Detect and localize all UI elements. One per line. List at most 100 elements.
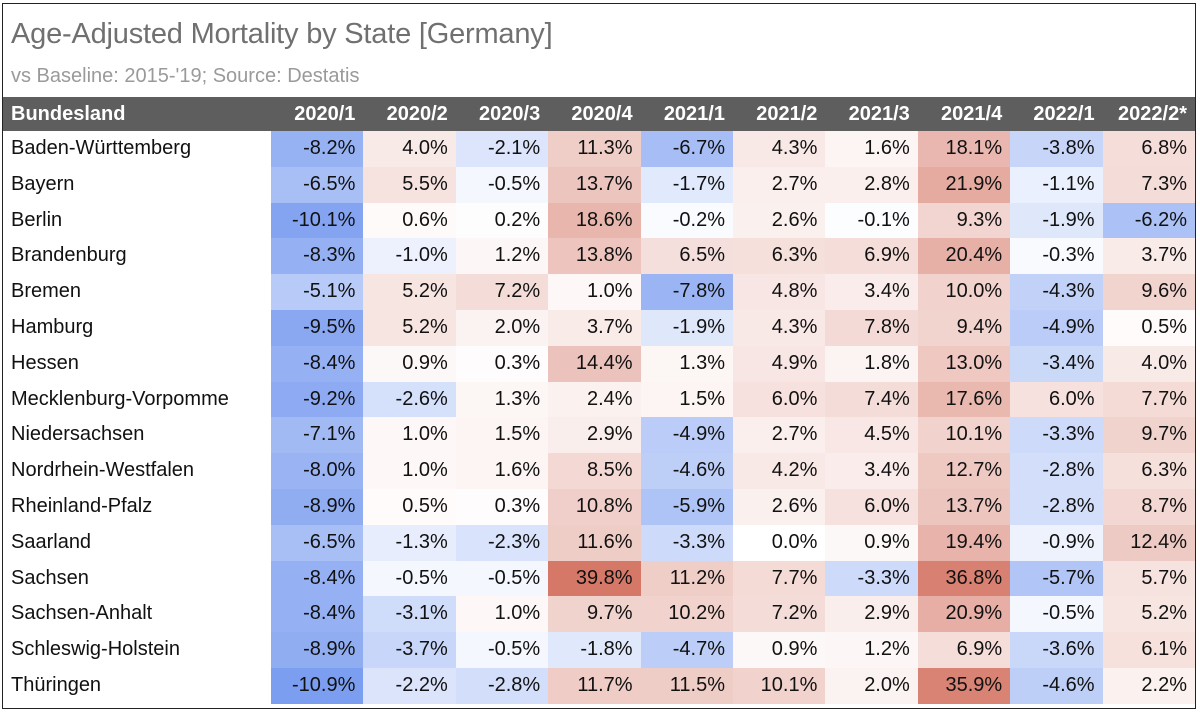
heatmap-cell: 5.5% — [363, 166, 456, 203]
heatmap-cell: 6.5% — [640, 238, 733, 275]
heatmap-cell: 11.6% — [548, 524, 641, 561]
heatmap-cell: 0.3% — [455, 345, 549, 382]
heatmap-cell: -3.3% — [1010, 417, 1103, 454]
heatmap-cell: 2.0% — [825, 668, 918, 704]
heatmap-cell: -4.6% — [1010, 668, 1103, 704]
heatmap-cell: 9.4% — [917, 310, 1011, 346]
heatmap-cell: -10.9% — [271, 668, 364, 704]
header-2020-1: 2020/1 — [294, 103, 356, 125]
heatmap-cell: 3.4% — [825, 453, 918, 489]
header-2022-1: 2022/1 — [1033, 103, 1095, 125]
heatmap-cell: 20.9% — [917, 596, 1011, 633]
heatmap-cell: 6.9% — [825, 238, 918, 275]
heatmap-cell: 2.9% — [825, 596, 918, 633]
heatmap-cell: 2.6% — [733, 202, 826, 239]
heatmap-cell: -9.5% — [271, 310, 364, 346]
heatmap-cell: 20.4% — [917, 238, 1011, 275]
heatmap-cell: 1.5% — [640, 381, 733, 418]
header-2020-3: 2020/3 — [479, 103, 541, 125]
heatmap-cell: -6.5% — [271, 524, 364, 561]
row-label: Niedersachsen — [3, 417, 271, 454]
heatmap-cell: -6.7% — [640, 131, 733, 167]
heatmap-cell: -1.1% — [1010, 166, 1103, 203]
heatmap-cell: 18.6% — [548, 202, 641, 239]
heatmap-cell: 8.5% — [548, 453, 641, 489]
heatmap-cell: 9.6% — [1102, 274, 1195, 310]
heatmap-cell: 6.0% — [733, 381, 826, 418]
heatmap-cell: 3.7% — [1102, 238, 1195, 275]
heatmap-cell: -7.8% — [640, 274, 733, 310]
row-label: Hessen — [3, 345, 271, 382]
heatmap-cell: 36.8% — [917, 560, 1011, 597]
heatmap-cell: -1.0% — [363, 238, 456, 275]
heatmap-cell: 1.3% — [455, 381, 549, 418]
header-2021-4: 2021/4 — [941, 103, 1003, 125]
heatmap-cell: -3.7% — [363, 632, 456, 668]
row-label: Saarland — [3, 524, 271, 561]
heatmap-cell: -4.9% — [640, 417, 733, 454]
heatmap-cell: 1.0% — [363, 417, 456, 454]
heatmap-cell: 10.1% — [733, 668, 826, 704]
heatmap-cell: 6.1% — [1102, 632, 1195, 668]
heatmap-cell: 4.2% — [733, 453, 826, 489]
heatmap-cell: -1.3% — [363, 524, 456, 561]
heatmap-cell: -3.3% — [640, 524, 733, 561]
heatmap-cell: -2.8% — [1010, 453, 1103, 489]
heatmap-cell: 35.9% — [917, 668, 1011, 704]
heatmap-cell: -4.7% — [640, 632, 733, 668]
heatmap-cell: -1.7% — [640, 166, 733, 203]
heatmap-cell: -5.7% — [1010, 560, 1103, 597]
heatmap-table: Bundesland 2020/1 2020/2 2020/3 2020/4 2021/1… — [3, 97, 1195, 708]
heatmap-cell: 10.2% — [640, 596, 733, 633]
heatmap-cell: 4.3% — [733, 310, 826, 346]
heatmap-cell: -9.2% — [271, 381, 364, 418]
heatmap-cell: 6.8% — [1102, 131, 1195, 167]
heatmap-cell: 2.4% — [548, 381, 641, 418]
heatmap-cell: -0.5% — [455, 632, 549, 668]
heatmap-cell: 4.3% — [733, 131, 826, 167]
heatmap-cell: 3.4% — [825, 274, 918, 310]
heatmap-cell: 4.0% — [363, 131, 456, 167]
heatmap-cell: 6.0% — [825, 489, 918, 525]
heatmap-cell: -8.4% — [271, 596, 364, 633]
heatmap-cell: -2.1% — [455, 131, 549, 167]
heatmap-cell: -8.2% — [271, 131, 364, 167]
heatmap-cell: 1.2% — [825, 632, 918, 668]
heatmap-cell: 4.9% — [733, 345, 826, 382]
heatmap-cell: 1.6% — [455, 453, 549, 489]
heatmap-cell: -3.6% — [1010, 632, 1103, 668]
heatmap-cell: 13.0% — [917, 345, 1011, 382]
heatmap-cell: 0.5% — [363, 489, 456, 525]
header-2021-2: 2021/2 — [756, 103, 818, 125]
heatmap-cell: 2.6% — [733, 489, 826, 525]
heatmap-cell: 1.5% — [455, 417, 549, 454]
heatmap-cell: 13.7% — [917, 489, 1011, 525]
heatmap-cell: 6.3% — [1102, 453, 1195, 489]
chart-subtitle: vs Baseline: 2015-'19; Source: Destatis — [11, 65, 360, 87]
heatmap-cell: 11.3% — [548, 131, 641, 167]
heatmap-cell: -8.3% — [271, 238, 364, 275]
heatmap-cell: -8.0% — [271, 453, 364, 489]
row-label: Thüringen — [3, 668, 271, 704]
heatmap-cell: 10.1% — [917, 417, 1011, 454]
row-label: Bayern — [3, 166, 271, 203]
heatmap-cell: -8.4% — [271, 560, 364, 597]
header-bundesland: Bundesland — [11, 103, 126, 125]
heatmap-cell: -1.9% — [1010, 202, 1103, 239]
heatmap-cell: -2.3% — [455, 524, 549, 561]
header-2021-3: 2021/3 — [848, 103, 910, 125]
heatmap-cell: 9.7% — [1102, 417, 1195, 454]
heatmap-cell: 11.2% — [640, 560, 733, 597]
heatmap-cell: 0.9% — [825, 524, 918, 561]
heatmap-cell: -4.6% — [640, 453, 733, 489]
heatmap-cell: -0.1% — [825, 202, 918, 239]
heatmap-cell: 1.0% — [548, 274, 641, 310]
heatmap-cell: 8.7% — [1102, 489, 1195, 525]
row-label: Mecklenburg-Vorpomme — [3, 381, 271, 418]
heatmap-cell: 17.6% — [917, 381, 1011, 418]
heatmap-cell: 5.2% — [363, 274, 456, 310]
heatmap-cell: 5.2% — [1102, 596, 1195, 633]
heatmap-cell: 1.0% — [363, 453, 456, 489]
row-label: Sachsen — [3, 560, 271, 597]
heatmap-cell: 6.3% — [733, 238, 826, 275]
